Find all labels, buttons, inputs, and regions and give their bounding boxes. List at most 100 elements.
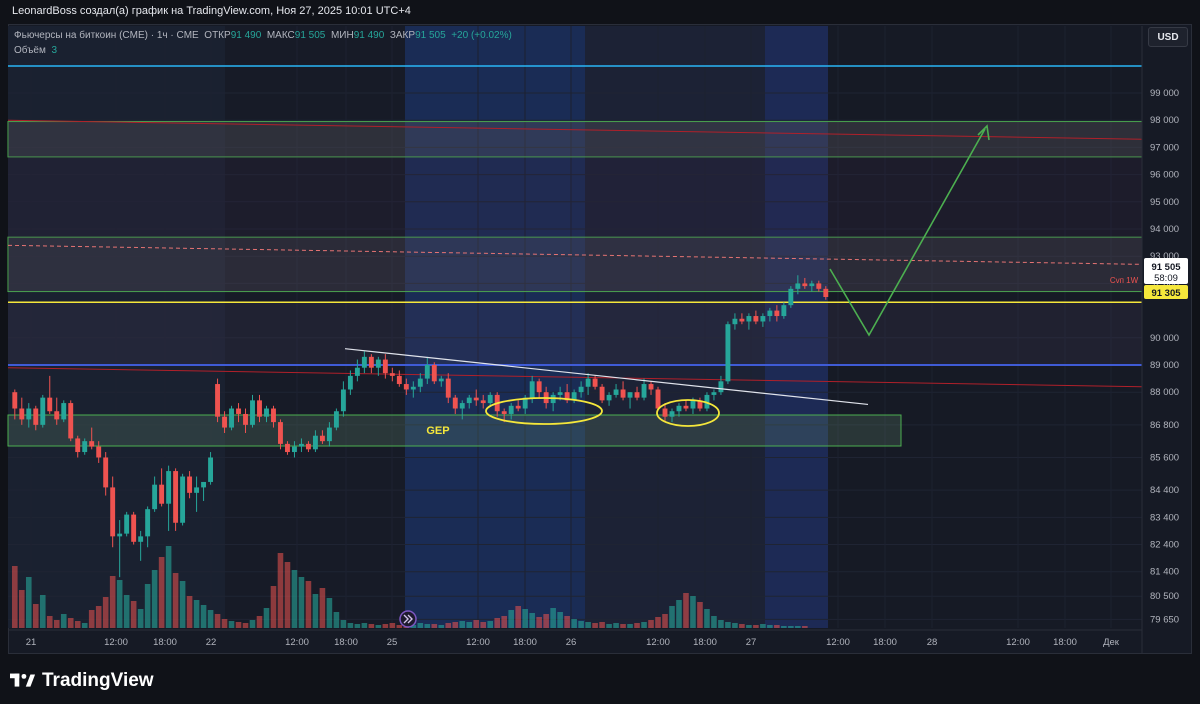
candle — [599, 386, 605, 401]
y-tick-label: 95 000 — [1150, 197, 1179, 208]
volume-bar — [648, 620, 654, 628]
candle — [117, 533, 123, 537]
x-tick-label: 12:00 — [104, 637, 128, 648]
candle — [236, 408, 241, 414]
candle — [396, 375, 402, 385]
candle — [669, 411, 675, 417]
candle — [368, 356, 374, 368]
candle — [564, 392, 570, 401]
liquidity-ellipse — [656, 399, 720, 427]
y-tick-label: 81 400 — [1150, 567, 1179, 578]
volume-bar — [396, 625, 403, 628]
volume-bar — [494, 618, 501, 628]
open-label: ОТКР — [204, 30, 231, 41]
volume-bar — [74, 621, 81, 628]
volume-bar — [137, 609, 144, 628]
projection-arrowhead — [977, 124, 990, 141]
volume-bar — [487, 621, 494, 628]
volume-bar — [151, 570, 158, 628]
volume-bar — [207, 610, 214, 628]
candle — [522, 397, 528, 409]
tradingview-logo-icon — [10, 673, 36, 687]
volume-bar — [144, 584, 151, 628]
candle — [173, 471, 179, 523]
candle — [424, 365, 430, 379]
x-tick-label: 28 — [927, 637, 938, 648]
volume-bar — [802, 626, 808, 628]
candle — [40, 397, 46, 425]
y-tick-label: 94 000 — [1150, 224, 1179, 235]
candle — [96, 446, 102, 458]
candle — [508, 405, 514, 414]
volume-bar — [214, 614, 221, 628]
candle — [159, 484, 165, 504]
candle — [655, 389, 661, 409]
candle — [292, 446, 297, 453]
y-tick-label: 89 000 — [1150, 360, 1179, 371]
currency-button[interactable]: USD — [1148, 27, 1188, 47]
volume-bar — [662, 614, 668, 628]
candle — [26, 408, 32, 420]
volume-bar — [305, 581, 312, 628]
volume-bar — [375, 625, 382, 628]
candle — [361, 356, 367, 368]
volume-bar — [746, 625, 752, 628]
volume-bar — [88, 610, 95, 628]
change-value: +20 (+0.02%) — [451, 30, 512, 41]
red-upper-line — [7, 119, 1143, 140]
candle — [145, 509, 151, 537]
volume-bar — [277, 553, 284, 628]
candle — [103, 457, 109, 488]
volume-bar — [319, 588, 326, 628]
candle — [809, 283, 815, 287]
double-chevron-icon — [403, 614, 413, 624]
y-tick-label: 93 000 — [1150, 251, 1179, 262]
candle — [12, 392, 18, 409]
x-tick-label: Дек — [1103, 637, 1120, 648]
volume-bar — [60, 614, 67, 628]
volume-bars — [12, 546, 808, 628]
x-tick-label: 22 — [206, 637, 217, 648]
candle — [459, 403, 465, 409]
candle — [131, 514, 137, 542]
volume-bar — [704, 609, 710, 628]
volume-bar — [515, 606, 521, 628]
y-tick-label: 84 400 — [1150, 485, 1179, 496]
last-price-text: 91 505 — [1151, 262, 1181, 273]
candle — [795, 283, 801, 289]
supply-zone — [7, 236, 1143, 293]
volume-bar — [424, 624, 431, 628]
volume-bar — [697, 602, 703, 628]
candle — [124, 514, 130, 534]
candle — [278, 422, 283, 444]
candle — [417, 378, 423, 387]
candle — [620, 389, 626, 398]
candle — [138, 536, 144, 542]
time-axis: 21 12:00 18:00 22 12:00 18:00 25 12:00 18:00 26 12… — [8, 629, 1142, 648]
volume-bar — [165, 546, 172, 628]
candle — [298, 443, 304, 447]
red-trend-line — [7, 367, 1143, 388]
volume-bar — [361, 623, 368, 628]
y-tick-label: 83 400 — [1150, 512, 1179, 523]
candle — [501, 411, 507, 414]
go-to-realtime-button[interactable] — [399, 610, 417, 628]
volume-bar — [557, 612, 563, 628]
volume-bar — [354, 624, 361, 628]
candle — [215, 384, 220, 417]
candle — [725, 324, 731, 382]
volume-bar — [368, 624, 375, 628]
candle — [529, 381, 535, 398]
volume-bar — [179, 581, 186, 628]
y-tick-label: 98 000 — [1150, 115, 1179, 126]
volume-bar — [445, 623, 452, 628]
candle — [89, 441, 95, 447]
session-band — [765, 26, 828, 628]
descending-trendline — [344, 348, 869, 406]
volume-bar — [788, 626, 794, 628]
volume-bar — [501, 616, 507, 628]
candle — [33, 408, 39, 425]
volume-bar — [725, 622, 731, 628]
candle — [571, 392, 577, 401]
